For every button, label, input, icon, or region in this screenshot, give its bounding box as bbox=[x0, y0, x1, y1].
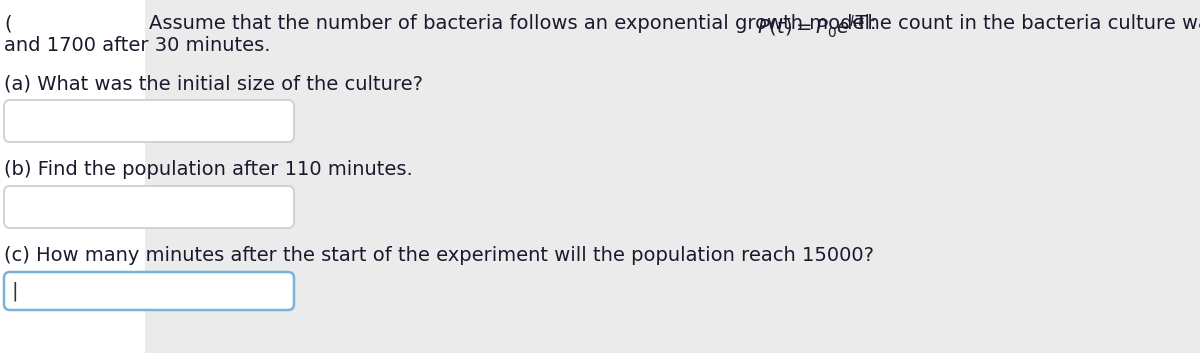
FancyBboxPatch shape bbox=[4, 100, 294, 142]
Bar bbox=[0, 0, 145, 353]
Text: (c) How many minutes after the start of the experiment will the population reach: (c) How many minutes after the start of … bbox=[4, 246, 874, 265]
Text: $P(t) = P_0e^{kt}$: $P(t) = P_0e^{kt}$ bbox=[757, 14, 865, 41]
Text: and 1700 after 30 minutes.: and 1700 after 30 minutes. bbox=[4, 36, 270, 55]
Text: Assume that the number of bacteria follows an exponential growth model:: Assume that the number of bacteria follo… bbox=[149, 14, 883, 33]
Text: . The count in the bacteria culture was 300 after 15 minutes: . The count in the bacteria culture was … bbox=[842, 14, 1200, 33]
FancyBboxPatch shape bbox=[4, 272, 294, 310]
Text: (a) What was the initial size of the culture?: (a) What was the initial size of the cul… bbox=[4, 74, 424, 93]
Text: |: | bbox=[12, 281, 19, 301]
Text: (: ( bbox=[4, 14, 12, 33]
Text: (b) Find the population after 110 minutes.: (b) Find the population after 110 minute… bbox=[4, 160, 413, 179]
FancyBboxPatch shape bbox=[4, 186, 294, 228]
